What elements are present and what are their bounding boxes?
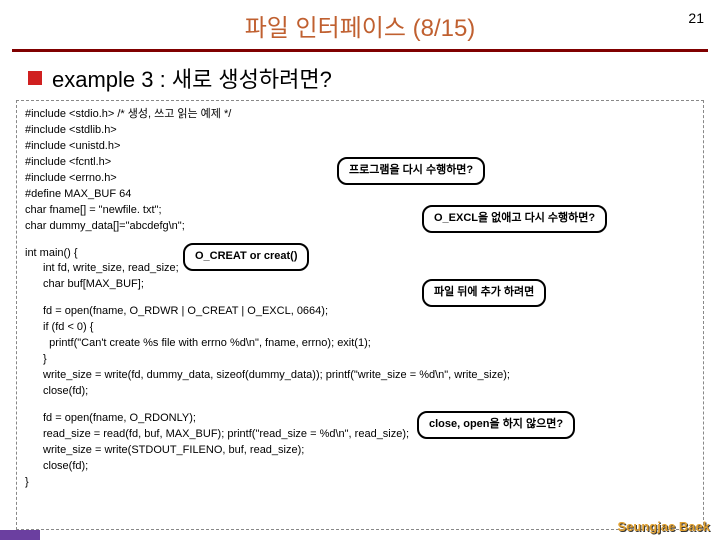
code-line: close(fd);	[25, 384, 695, 400]
code-line: int fd, write_size, read_size;	[25, 261, 695, 277]
bullet-icon	[28, 71, 42, 85]
slide-title: 파일 인터페이스 (8/15)	[245, 8, 476, 43]
code-line: fd = open(fname, O_RDWR | O_CREAT | O_EX…	[25, 304, 695, 320]
title-underline	[12, 49, 708, 52]
title-row: 파일 인터페이스 (8/15) 21	[12, 8, 708, 43]
code-line: printf("Can't create %s file with errno …	[25, 336, 695, 352]
code-line: write_size = write(fd, dummy_data, sizeo…	[25, 368, 695, 384]
subtitle: example 3 : 새로 생성하려면?	[52, 62, 332, 94]
code-line: #include <unistd.h>	[25, 139, 695, 155]
callout-append: 파일 뒤에 추가 하려면	[422, 279, 546, 307]
code-line: #include <stdio.h> /* 생성, 쓰고 읽는 예제 */	[25, 107, 695, 123]
callout-ocreat: O_CREAT or creat()	[183, 243, 309, 271]
code-line: close(fd);	[25, 459, 695, 475]
page-number: 21	[688, 10, 704, 26]
code-box: #include <stdio.h> /* 생성, 쓰고 읽는 예제 */ #i…	[16, 100, 704, 530]
footer-bar	[0, 530, 40, 540]
code-line: if (fd < 0) {	[25, 320, 695, 336]
code-line: fd = open(fname, O_RDONLY);	[25, 411, 695, 427]
code-line: read_size = read(fd, buf, MAX_BUF); prin…	[25, 427, 695, 443]
code-line: #define MAX_BUF 64	[25, 187, 695, 203]
code-line: }	[25, 352, 695, 368]
code-line: }	[25, 475, 695, 491]
footer-author: Seungjae Baek	[618, 519, 711, 534]
subtitle-row: example 3 : 새로 생성하려면?	[28, 62, 708, 94]
code-line: char buf[MAX_BUF];	[25, 277, 695, 293]
code-line: int main() {	[25, 246, 695, 262]
callout-rerun: 프로그램을 다시 수행하면?	[337, 157, 485, 185]
callout-noclose: close, open을 하지 않으면?	[417, 411, 575, 439]
code-line: write_size = write(STDOUT_FILENO, buf, r…	[25, 443, 695, 459]
code-line: #include <stdlib.h>	[25, 123, 695, 139]
callout-oexcl: O_EXCL을 없애고 다시 수행하면?	[422, 205, 607, 233]
